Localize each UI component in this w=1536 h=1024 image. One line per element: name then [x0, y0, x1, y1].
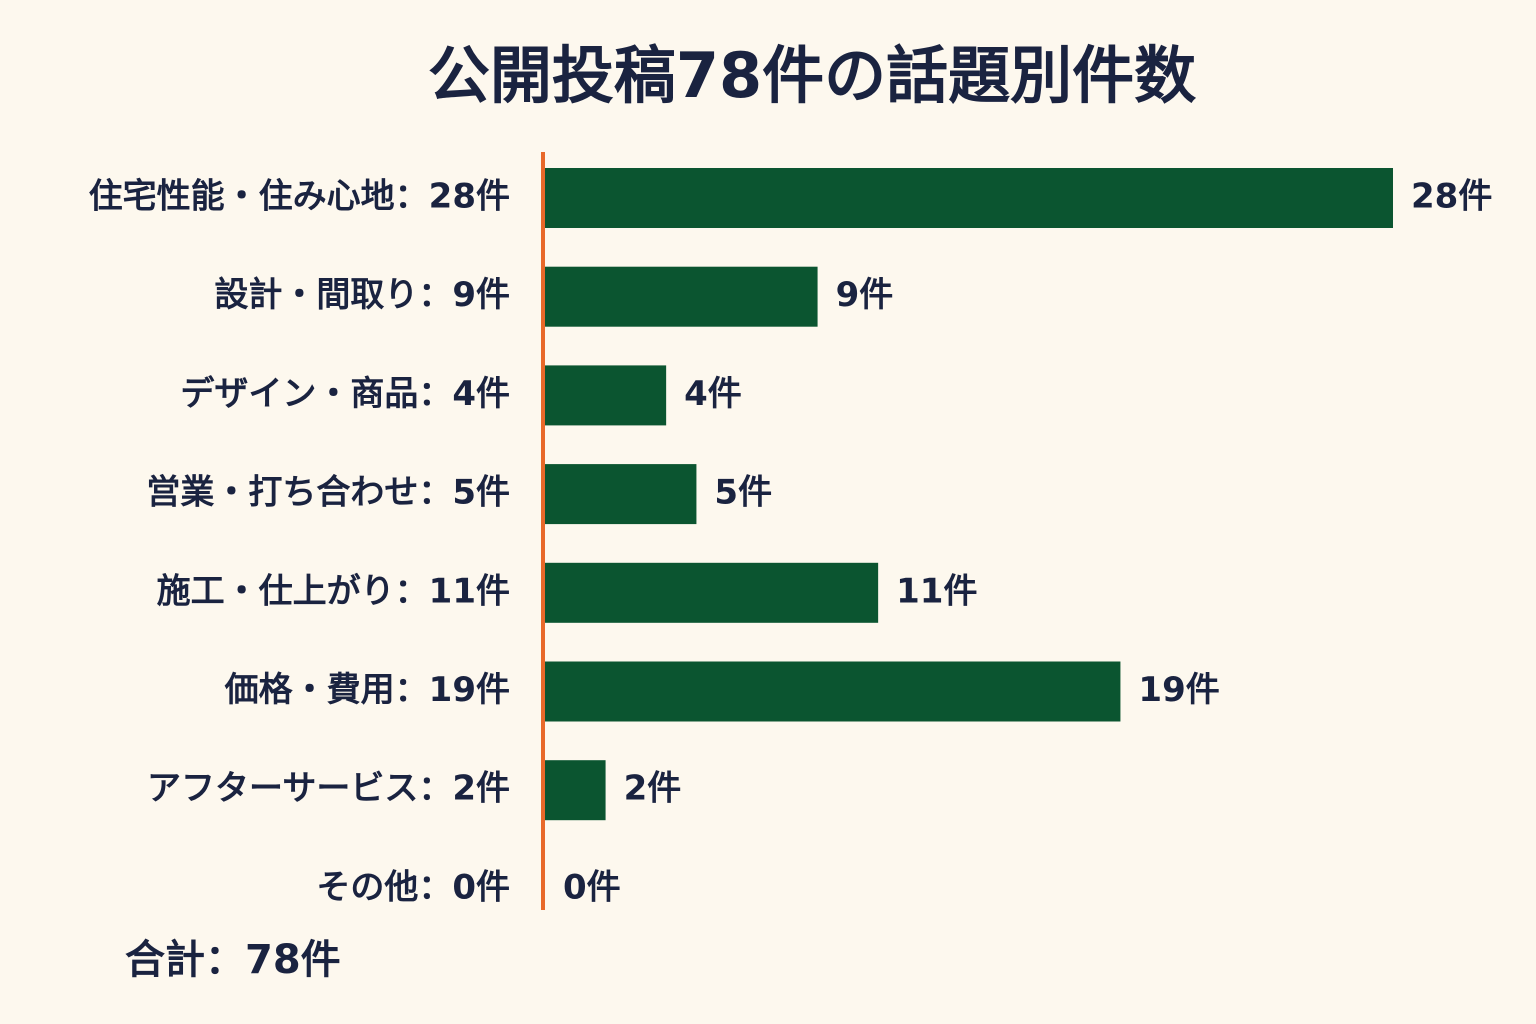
value-label: 5件 — [714, 473, 772, 513]
chart-title: 公開投稿78件の話題別件数 — [428, 39, 1196, 112]
value-label: 0件 — [563, 867, 621, 907]
total-annotation: 合計：78件 — [125, 937, 341, 983]
bar — [545, 464, 697, 525]
category-label: その他：0件 — [316, 867, 510, 907]
bar — [545, 760, 606, 821]
value-label: 2件 — [624, 769, 682, 809]
bar — [545, 562, 879, 623]
category-label: 設計・間取り：9件 — [214, 275, 510, 315]
category-label: デザイン・商品：4件 — [180, 374, 510, 414]
value-label: 19件 — [1138, 670, 1219, 710]
bar — [545, 365, 667, 426]
value-label: 4件 — [684, 374, 742, 414]
category-label: 住宅性能・住み心地：28件 — [89, 177, 510, 217]
bar — [545, 168, 1393, 228]
category-label: 施工・仕上がり：11件 — [157, 571, 510, 611]
value-label: 28件 — [1411, 177, 1492, 217]
value-label: 11件 — [896, 571, 977, 611]
category-label: 営業・打ち合わせ：5件 — [146, 473, 510, 513]
value-label: 9件 — [836, 275, 894, 315]
category-label: 価格・費用：19件 — [224, 670, 510, 710]
bar — [545, 266, 818, 327]
category-label: アフターサービス：2件 — [147, 769, 510, 809]
bar — [545, 661, 1121, 722]
